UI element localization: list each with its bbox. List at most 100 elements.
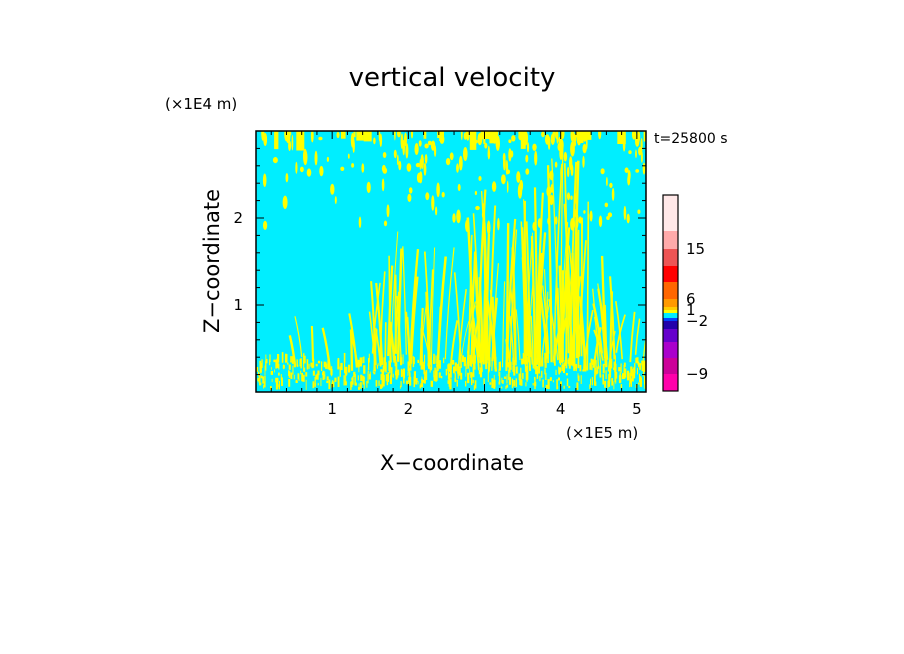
upper-cell: [627, 175, 631, 186]
surface-cell: [323, 361, 326, 368]
surface-cell: [594, 375, 596, 386]
colorbar-level: [663, 374, 678, 391]
colorbar-level: [663, 329, 678, 342]
upper-cell: [415, 162, 421, 168]
surface-cell: [589, 362, 592, 370]
surface-cell: [339, 366, 341, 377]
surface-cell: [271, 367, 272, 370]
upper-cell: [285, 173, 289, 183]
colorbar-frame: [662, 194, 679, 392]
surface-cell: [415, 381, 418, 385]
surface-cell: [264, 365, 266, 376]
y-tick-labels: 12: [233, 209, 243, 314]
upper-cell: [397, 131, 401, 138]
surface-cell: [591, 363, 593, 371]
upper-cell: [519, 179, 524, 192]
surface-cell: [591, 359, 595, 365]
upper-cell: [511, 135, 516, 142]
colorbar-level: [663, 307, 678, 310]
surface-cell: [608, 374, 611, 382]
upper-cell: [598, 215, 603, 228]
upper-cell: [497, 217, 500, 231]
plume-streak: [487, 205, 497, 372]
surface-cell: [300, 370, 302, 375]
surface-cell: [545, 372, 547, 380]
plume-streak: [402, 246, 407, 355]
plume-streak: [597, 288, 609, 360]
surface-cell: [362, 375, 365, 382]
upper-cell: [465, 219, 470, 232]
upper-cell: [503, 155, 506, 171]
surface-cell: [520, 367, 522, 378]
upper-cell: [484, 142, 488, 149]
colorbar-label: 1: [686, 301, 696, 319]
upper-cell: [310, 131, 314, 143]
surface-cell: [325, 363, 328, 369]
surface-cell: [395, 371, 397, 379]
surface-cell: [262, 376, 264, 384]
surface-cell: [278, 384, 280, 388]
upper-cell: [570, 195, 573, 200]
surface-cell: [637, 367, 638, 375]
plume-streak: [430, 247, 436, 362]
surface-cell: [270, 370, 273, 375]
surface-cell: [445, 368, 448, 376]
surface-cell: [613, 381, 615, 390]
plume-streak: [384, 322, 387, 372]
plume-streak: [388, 316, 392, 363]
upper-cell: [607, 212, 613, 218]
surface-cell: [599, 365, 601, 376]
surface-cell: [380, 369, 383, 372]
surface-cell: [296, 359, 298, 366]
upper-cell: [306, 168, 312, 177]
top-cell: [469, 131, 477, 150]
surface-cell: [613, 361, 616, 370]
surface-cell: [275, 377, 277, 383]
surface-cell: [273, 359, 276, 363]
surface-cell: [506, 376, 508, 384]
surface-cell: [292, 360, 294, 364]
y-tick-label: 2: [233, 209, 243, 227]
surface-cell: [515, 378, 517, 388]
surface-cell: [456, 379, 458, 387]
upper-cell: [534, 150, 538, 166]
x-tick-label: 1: [327, 400, 337, 418]
plot-area: [255, 130, 647, 393]
surface-cell: [287, 362, 289, 365]
top-cell: [577, 131, 584, 143]
surface-cell: [522, 372, 524, 379]
surface-cell: [359, 357, 362, 367]
upper-cell: [532, 221, 536, 231]
surface-cell: [330, 368, 333, 375]
surface-cell: [465, 380, 467, 387]
plume-streak: [370, 281, 377, 366]
upper-cell: [557, 142, 562, 152]
surface-cell: [565, 373, 568, 376]
surface-cell: [264, 375, 266, 382]
surface-cell: [435, 370, 438, 381]
x-axis-label: X−coordinate: [380, 451, 524, 475]
surface-cell: [290, 356, 292, 363]
plume-streak: [371, 282, 381, 354]
upper-cell: [424, 143, 429, 149]
upper-cell: [282, 195, 288, 209]
surface-cell: [434, 367, 436, 379]
upper-cell: [347, 153, 350, 159]
surface-cell: [397, 369, 400, 376]
surface-cell: [563, 385, 565, 389]
surface-cell: [602, 363, 605, 374]
top-cell: [643, 131, 646, 142]
surface-cell: [604, 380, 607, 388]
surface-cell: [451, 360, 455, 365]
surface-cell: [430, 359, 433, 369]
surface-cell: [623, 362, 626, 367]
surface-cell: [545, 384, 548, 389]
surface-cell: [448, 373, 451, 380]
upper-cell: [563, 151, 568, 162]
surface-cell: [590, 379, 592, 385]
surface-cell: [263, 381, 266, 388]
surface-cell: [424, 354, 426, 364]
surface-cell: [297, 364, 299, 367]
upper-cell: [458, 155, 463, 171]
surface-cell: [304, 367, 306, 372]
